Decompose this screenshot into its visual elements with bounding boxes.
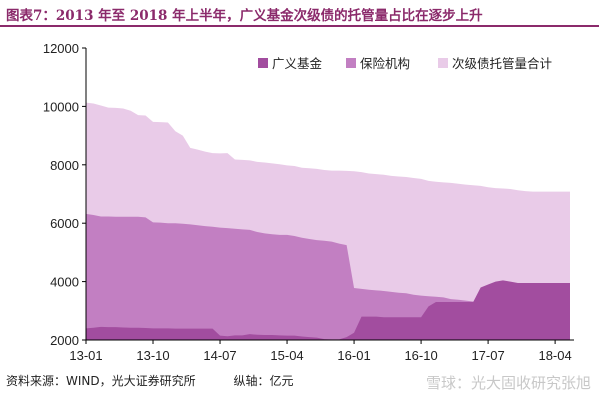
- legend-label-0: 广义基金: [272, 56, 323, 71]
- legend-label-2: 次级债托管量合计: [452, 56, 552, 71]
- y-tick-label: 6000: [50, 216, 79, 231]
- legend-swatch-0: [258, 58, 268, 68]
- watermark-text: 雪球：光大固收研究张旭: [425, 374, 591, 392]
- y-tick-label: 2000: [50, 333, 79, 348]
- title-divider: [0, 25, 599, 27]
- y-tick-label: 10000: [43, 99, 79, 114]
- y-tick-label: 4000: [50, 275, 79, 290]
- legend-swatch-1: [346, 58, 356, 68]
- chart-title: 图表7：2013 年至 2018 年上半年，广义基金次级债的托管量占比在逐步上升: [6, 8, 483, 24]
- x-tick-label: 13-01: [69, 348, 102, 363]
- y-tick-label: 8000: [50, 158, 79, 173]
- x-tick-label: 17-07: [471, 348, 504, 363]
- area-chart: 2000 4000 6000 8000 10000 12000 13-01 13-10 14-0…: [43, 41, 574, 363]
- y-tick-label: 12000: [43, 41, 79, 56]
- area-series-0: [86, 280, 570, 340]
- x-tick-label: 16-01: [337, 348, 370, 363]
- legend-label-1: 保险机构: [360, 56, 410, 71]
- x-tick-label: 14-07: [203, 348, 236, 363]
- x-tick-label: 16-10: [404, 348, 437, 363]
- x-tick-label: 13-10: [136, 348, 169, 363]
- x-tick-label: 15-04: [270, 348, 303, 363]
- chart-footer: 资料来源：WIND，光大证券研究所 纵轴：亿元: [6, 372, 293, 389]
- legend-swatch-2: [438, 58, 448, 68]
- source-note: 资料来源：WIND，光大证券研究所: [6, 374, 196, 388]
- unit-note: 纵轴：亿元: [233, 374, 294, 388]
- x-tick-label: 18-04: [538, 348, 571, 363]
